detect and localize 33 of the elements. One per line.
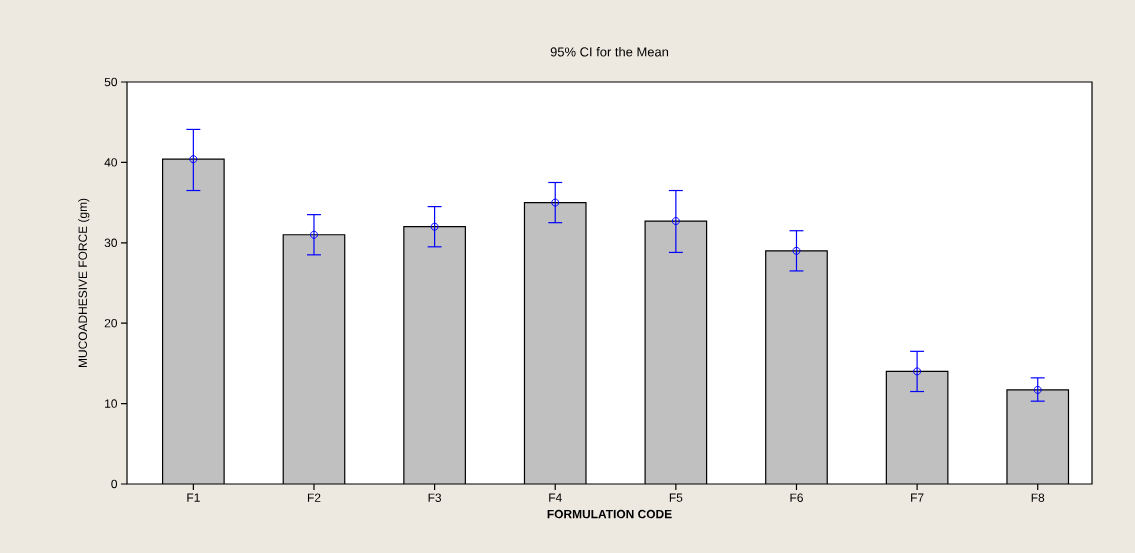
chart-title: 95% CI for the Mean (550, 46, 669, 57)
y-tick-label: 0 (111, 479, 118, 489)
x-tick-label: F1 (187, 493, 200, 502)
x-axis-title: FORMULATION CODE (547, 509, 672, 519)
x-tick-label: F7 (911, 493, 924, 502)
point (913, 367, 922, 376)
x-tick-label: F6 (790, 493, 803, 502)
y-tick-label: 40 (104, 158, 118, 167)
point (189, 155, 198, 164)
point (1033, 385, 1042, 394)
point (671, 217, 680, 226)
y-tick-label: 50 (104, 77, 118, 87)
y-tick-label: 10 (105, 399, 118, 408)
x-tick-label: F8 (1031, 493, 1045, 502)
x-tick-label: F5 (669, 493, 683, 502)
x-tick-label: F3 (428, 493, 442, 502)
point (551, 198, 560, 207)
bar (644, 220, 708, 484)
point (430, 222, 439, 231)
bar (765, 250, 828, 484)
point (792, 246, 801, 255)
point (309, 230, 318, 239)
y-axis-title: MUCOADHESIVE FORCE (gm) (78, 198, 90, 368)
bar (403, 226, 466, 484)
x-tick-label: F2 (307, 493, 321, 502)
bar (282, 234, 346, 484)
bar (885, 370, 949, 484)
y-tick-label: 20 (104, 318, 118, 328)
y-tick-label: 30 (104, 238, 118, 248)
bar (1006, 389, 1070, 484)
bar (162, 158, 225, 484)
bar (523, 201, 587, 484)
x-tick-label: F4 (549, 493, 562, 502)
